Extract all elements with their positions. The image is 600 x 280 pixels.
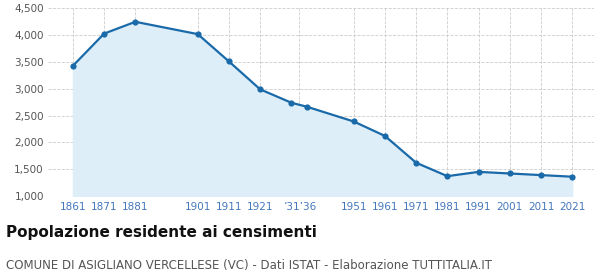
Point [474,170,484,174]
Point [224,59,234,64]
Point [349,119,359,124]
Point [505,171,515,176]
Point [287,101,296,105]
Point [568,174,577,179]
Point [380,134,390,138]
Point [536,173,546,177]
Point [131,20,140,24]
Point [68,64,78,68]
Point [443,174,452,178]
Point [412,160,421,165]
Point [100,31,109,36]
Text: Popolazione residente ai censimenti: Popolazione residente ai censimenti [6,225,317,241]
Point [256,87,265,92]
Point [302,104,312,109]
Text: COMUNE DI ASIGLIANO VERCELLESE (VC) - Dati ISTAT - Elaborazione TUTTITALIA.IT: COMUNE DI ASIGLIANO VERCELLESE (VC) - Da… [6,259,492,272]
Point [193,32,203,36]
